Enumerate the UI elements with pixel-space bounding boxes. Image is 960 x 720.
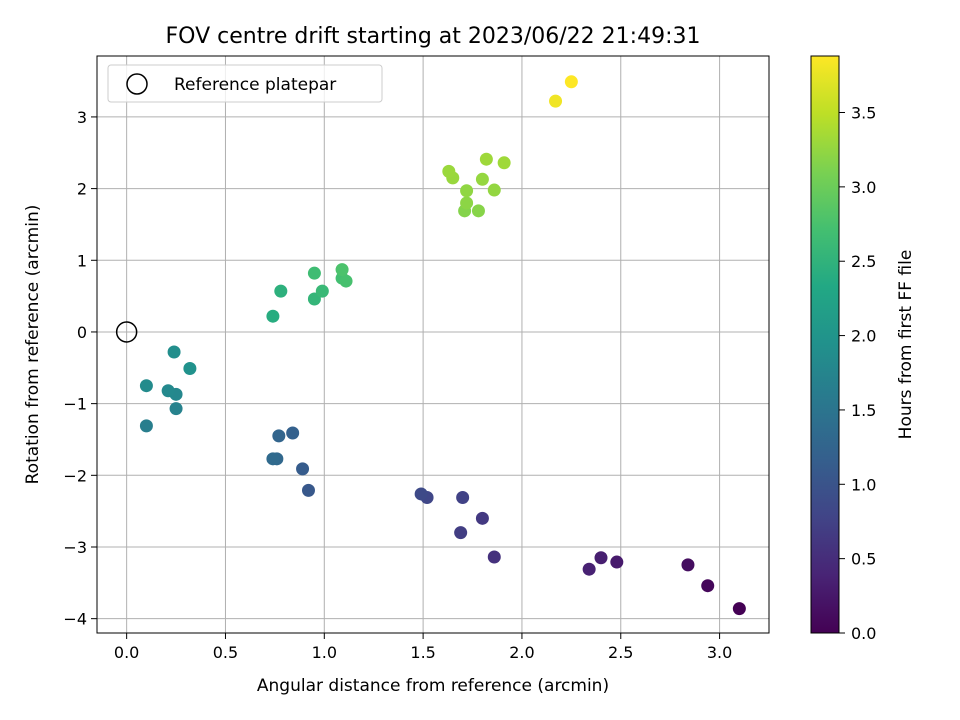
grid-lines	[97, 56, 769, 633]
data-point	[681, 558, 695, 572]
axes-frame	[96, 55, 770, 634]
data-point	[594, 551, 608, 565]
data-point	[487, 183, 501, 197]
data-point	[266, 309, 280, 323]
data-point	[456, 491, 470, 505]
colorbar	[810, 55, 840, 634]
x-axis-ticks: 0.0 0.5 1.0 1.5 2.0 2.5 3.0	[114, 633, 732, 662]
x-tick-label: 2.0	[509, 643, 534, 662]
legend-box	[107, 64, 383, 103]
data-point	[471, 204, 485, 218]
data-point	[442, 164, 456, 178]
x-tick-label: 0.5	[213, 643, 238, 662]
colorbar-tick-label: 2.5	[851, 252, 876, 271]
data-point	[307, 266, 321, 280]
y-tick-label: −1	[63, 395, 87, 414]
reference-platepar-marker	[115, 321, 138, 343]
x-tick-label: 1.5	[410, 643, 435, 662]
y-tick-label: −3	[63, 538, 87, 557]
data-point	[169, 402, 183, 416]
data-point	[701, 579, 715, 593]
data-point	[732, 602, 746, 616]
data-point	[139, 379, 153, 393]
x-tick-label: 2.5	[608, 643, 633, 662]
data-point	[414, 487, 428, 501]
data-point	[167, 345, 181, 359]
x-tick-label: 1.0	[312, 643, 337, 662]
data-point	[487, 550, 501, 564]
colorbar-tick-label: 3.0	[851, 178, 876, 197]
data-point	[286, 426, 300, 440]
y-tick-label: 3	[77, 108, 87, 127]
colorbar-ticks: 0.0 0.5 1.0 1.5 2.0 2.5 3.0 3.5	[839, 104, 876, 643]
x-tick-label: 0.0	[114, 643, 139, 662]
data-point	[582, 562, 596, 576]
colorbar-tick-label: 1.5	[851, 401, 876, 420]
x-tick-label: 3.0	[707, 643, 732, 662]
data-point	[460, 184, 474, 198]
colorbar-tick-label: 2.0	[851, 327, 876, 346]
y-axis-label: Rotation from reference (arcmin)	[23, 205, 43, 485]
colorbar-tick-label: 3.5	[851, 104, 876, 123]
data-point	[454, 526, 468, 540]
data-point	[266, 452, 280, 466]
x-axis-label: Angular distance from reference (arcmin)	[257, 676, 609, 696]
legend-marker-reference	[126, 73, 148, 95]
chart-title: FOV centre drift starting at 2023/06/22 …	[166, 24, 701, 49]
data-point	[564, 75, 578, 89]
y-tick-label: 0	[77, 323, 87, 342]
colorbar-tick-label: 1.0	[851, 475, 876, 494]
data-point	[274, 284, 288, 298]
data-point	[475, 172, 489, 186]
data-point	[315, 284, 329, 298]
data-point	[460, 196, 474, 210]
data-point	[183, 362, 197, 376]
colorbar-tick-label: 0.5	[851, 550, 876, 569]
colorbar-tick-label: 0.0	[851, 624, 876, 643]
data-point	[339, 274, 353, 288]
colorbar-label: Hours from first FF file	[896, 250, 916, 440]
data-point	[497, 156, 511, 170]
data-points	[139, 75, 746, 616]
data-point	[307, 292, 321, 306]
y-axis-ticks: −4 −3 −2 −1 0 1 2 3	[63, 108, 97, 629]
data-point	[610, 555, 624, 569]
y-tick-label: 2	[77, 180, 87, 199]
legend: Reference platepar	[107, 64, 383, 103]
y-tick-label: 1	[77, 251, 87, 270]
data-point	[161, 384, 175, 398]
data-point	[479, 152, 493, 166]
data-point	[139, 419, 153, 433]
y-tick-label: −4	[63, 610, 87, 629]
reference-marker-group	[115, 321, 138, 343]
legend-label-reference: Reference platepar	[174, 75, 336, 95]
data-point	[272, 429, 286, 443]
data-point	[549, 94, 563, 108]
data-point	[296, 462, 310, 476]
data-point	[475, 511, 489, 525]
data-point	[301, 483, 315, 497]
data-point	[335, 263, 349, 277]
y-tick-label: −2	[63, 466, 87, 485]
